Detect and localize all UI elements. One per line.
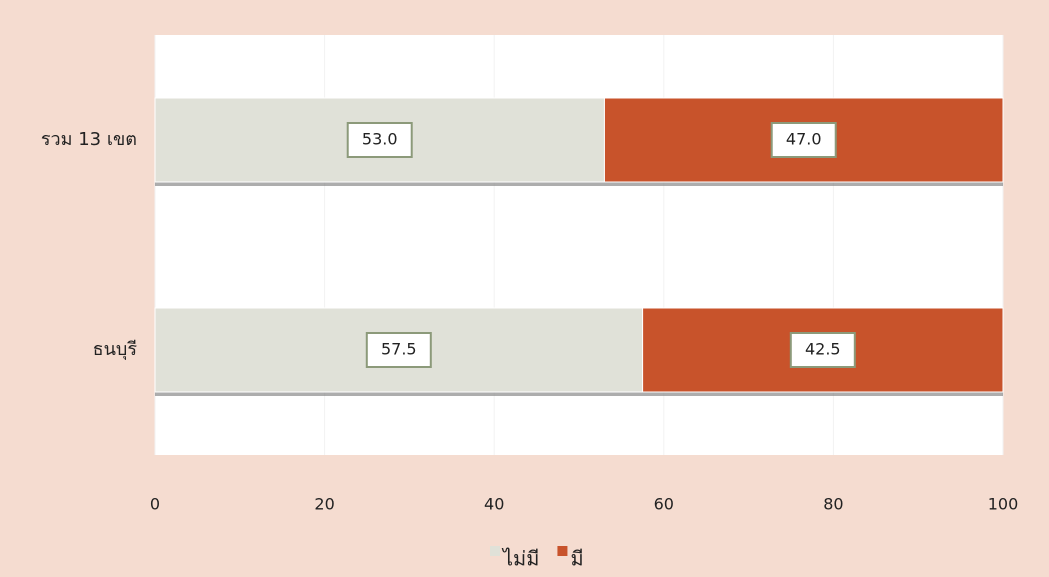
legend-label: มี	[570, 547, 583, 571]
value-label: 42.5	[805, 340, 841, 359]
legend-swatch	[490, 546, 500, 556]
legend-swatch	[557, 546, 568, 556]
x-tick-label: 80	[823, 495, 843, 514]
legend-label: ไม่มี	[501, 547, 539, 571]
value-label: 57.5	[381, 340, 417, 359]
x-tick-label: 0	[150, 495, 160, 514]
value-label: 53.0	[362, 130, 398, 149]
bar-shadow	[155, 392, 1003, 396]
x-tick-label: 40	[484, 495, 504, 514]
bar-shadow	[155, 182, 1003, 186]
value-label-box	[346, 122, 413, 158]
x-tick-label: 20	[314, 495, 334, 514]
value-label-box	[365, 332, 432, 368]
x-tick-label: 60	[654, 495, 674, 514]
y-tick-label: ธนบุรี	[93, 339, 138, 360]
y-tick-label: รวม 13 เขต	[41, 129, 137, 150]
value-label: 47.0	[786, 130, 822, 149]
x-tick-label: 100	[988, 495, 1019, 514]
bar	[603, 97, 1004, 183]
value-label-box	[789, 332, 856, 368]
value-label-box	[770, 122, 837, 158]
